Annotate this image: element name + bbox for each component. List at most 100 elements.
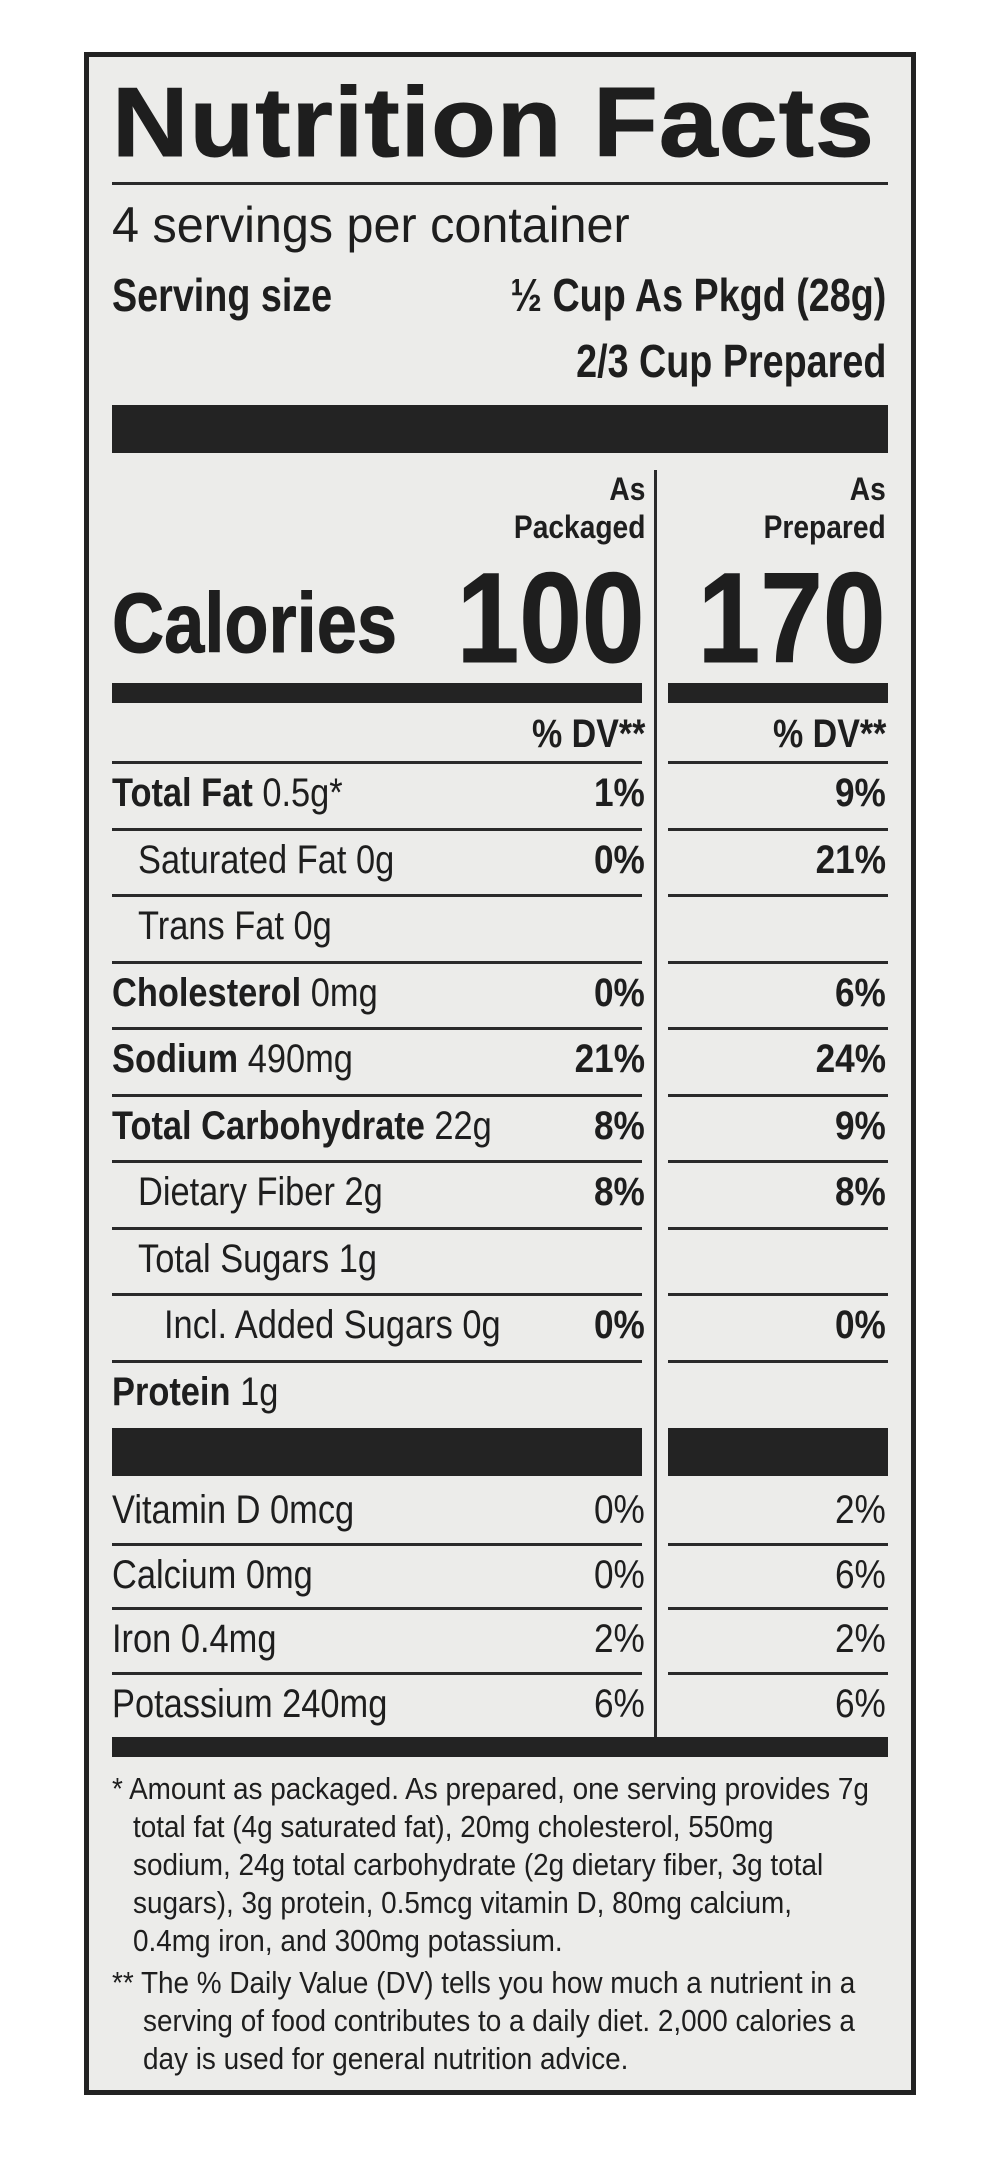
row-separator-prepared — [668, 761, 888, 764]
vitamin-name: Iron — [112, 1617, 172, 1661]
nutrient-name: Incl. Added Sugars — [164, 1303, 453, 1347]
row-separator-prepared — [668, 1359, 888, 1363]
nutrient-amount: 2g — [334, 1170, 383, 1214]
col-head-packaged-line2: Packaged — [513, 509, 645, 545]
col-head-packaged-line1: As — [609, 471, 645, 507]
nutrient-name: Saturated Fat — [138, 837, 347, 882]
calories-packaged: 100 — [457, 547, 646, 691]
row-separator-prepared — [668, 1226, 888, 1230]
nutrient-dv-prepared: 8% — [835, 1170, 886, 1214]
column-divider — [654, 470, 657, 1745]
nutrient-dv-packaged: 0% — [594, 970, 645, 1015]
row-separator-packaged — [112, 1093, 642, 1097]
nutrient-amount: 1g — [329, 1236, 378, 1281]
row-separator-prepared — [668, 960, 888, 964]
row-separator-packaged — [112, 827, 642, 831]
nutrient-amount: 0.5g* — [252, 771, 343, 815]
nutrient-dv-prepared: 9% — [835, 771, 886, 815]
row-separator-prepared — [668, 1293, 888, 1296]
nutrient-dv-packaged: 21% — [574, 1037, 645, 1081]
col-head-prepared-line2: Prepared — [763, 509, 886, 545]
vitamin-name: Calcium — [112, 1552, 237, 1597]
vitamin-name: Vitamin D — [112, 1488, 261, 1532]
row-separator-packaged — [112, 1293, 642, 1296]
footnote-asterisk-line: sugars), 3g protein, 0.5mcg vitamin D, 8… — [133, 1885, 793, 1920]
col-head-packaged: As Packaged — [514, 470, 645, 546]
vitamin-dv-prepared: 2% — [835, 1617, 886, 1661]
row-separator-packaged — [112, 1607, 642, 1610]
vitamin-bar-prepared — [668, 1428, 888, 1476]
row-separator-packaged — [112, 1542, 642, 1546]
nutrient-dv-packaged: 8% — [594, 1170, 645, 1214]
footnote-dv-line: serving of food contributes to a daily d… — [143, 2003, 855, 2038]
nutrient-dv-prepared: 6% — [835, 970, 886, 1015]
nutrient-label: Incl. Added Sugars 0g — [164, 1303, 501, 1348]
vitamin-dv-packaged: 0% — [594, 1488, 645, 1532]
nutrient-name: Total Carbohydrate — [112, 1103, 425, 1148]
nutrient-amount: 0g — [452, 1303, 501, 1347]
dv-header-packaged: % DV** — [531, 712, 645, 756]
nutrient-name: Total Sugars — [138, 1236, 330, 1281]
row-separator-packaged — [112, 960, 642, 964]
vitamin-name: Potassium — [112, 1681, 273, 1726]
nutrient-dv-prepared: 9% — [835, 1103, 886, 1148]
row-separator-packaged — [112, 1359, 642, 1363]
nutrient-label: Sodium 490mg — [112, 1037, 353, 1082]
col-head-prepared-line1: As — [850, 471, 886, 507]
footnote-asterisk-line: total fat (4g saturated fat), 20mg chole… — [133, 1809, 774, 1844]
vitamin-amount: 240mg — [272, 1681, 388, 1726]
serving-size-prepared: 2/3 Cup Prepared — [575, 335, 886, 387]
nutrient-dv-prepared: 21% — [815, 837, 886, 882]
row-separator-packaged — [112, 761, 642, 764]
calories-prepared: 170 — [698, 547, 887, 691]
row-separator-packaged — [112, 1226, 642, 1230]
vitamin-label: Vitamin D 0mcg — [112, 1488, 354, 1533]
row-separator-packaged — [112, 1027, 642, 1030]
vitamin-dv-packaged: 0% — [594, 1552, 645, 1597]
vitamin-label: Iron 0.4mg — [112, 1617, 276, 1662]
dv-header-prepared: % DV** — [772, 712, 886, 756]
footnote-asterisk-line: * Amount as packaged. As prepared, one s… — [112, 1771, 869, 1806]
footnote-dv-line: day is used for general nutrition advice… — [143, 2041, 629, 2076]
row-separator-prepared — [668, 1607, 888, 1610]
calories-bar-packaged — [112, 683, 642, 703]
nutrient-amount: 0g — [346, 837, 395, 882]
vitamin-dv-prepared: 6% — [835, 1681, 886, 1726]
nutrient-dv-prepared: 0% — [835, 1303, 886, 1347]
row-separator-prepared — [668, 1542, 888, 1546]
nutrient-label: Dietary Fiber 2g — [138, 1170, 383, 1215]
vitamin-label: Calcium 0mg — [112, 1553, 313, 1598]
footer-bar — [112, 1737, 888, 1757]
nutrient-name: Protein — [112, 1369, 231, 1414]
nutrient-amount: 0g — [283, 904, 332, 948]
calories-bar-prepared — [668, 683, 888, 703]
row-separator-packaged — [112, 894, 642, 897]
row-separator-prepared — [668, 1093, 888, 1097]
nutrient-label: Total Sugars 1g — [138, 1237, 377, 1282]
nutrient-label: Total Fat 0.5g* — [112, 771, 343, 816]
nutrient-label: Trans Fat 0g — [138, 904, 332, 949]
title-rule — [112, 182, 888, 185]
nutrient-dv-prepared: 24% — [815, 1037, 886, 1081]
vitamin-amount: 0mg — [236, 1552, 313, 1597]
serving-size-packaged: ½ Cup As Pkgd (28g) — [510, 269, 886, 321]
vitamin-label: Potassium 240mg — [112, 1682, 387, 1727]
calories-label: Calories — [112, 576, 398, 671]
nutrient-amount: 0mg — [301, 970, 378, 1015]
nutrient-name: Cholesterol — [112, 970, 302, 1015]
row-separator-packaged — [112, 1671, 642, 1675]
row-separator-prepared — [668, 894, 888, 897]
nutrient-name: Sodium — [112, 1037, 239, 1081]
nutrient-label: Cholesterol 0mg — [112, 971, 378, 1016]
nutrient-amount: 22g — [424, 1103, 492, 1148]
row-separator-prepared — [668, 1160, 888, 1163]
vitamin-amount: 0mcg — [260, 1488, 355, 1532]
nutrient-dv-packaged: 1% — [594, 771, 645, 815]
nutrient-amount: 1g — [230, 1369, 279, 1414]
nutrient-dv-packaged: 8% — [594, 1103, 645, 1148]
nutrient-label: Total Carbohydrate 22g — [112, 1104, 492, 1149]
nutrient-dv-packaged: 0% — [594, 1303, 645, 1347]
serving-size-label: Serving size — [112, 269, 333, 321]
nutrient-dv-packaged: 0% — [594, 837, 645, 882]
nutrient-name: Dietary Fiber — [138, 1170, 335, 1214]
